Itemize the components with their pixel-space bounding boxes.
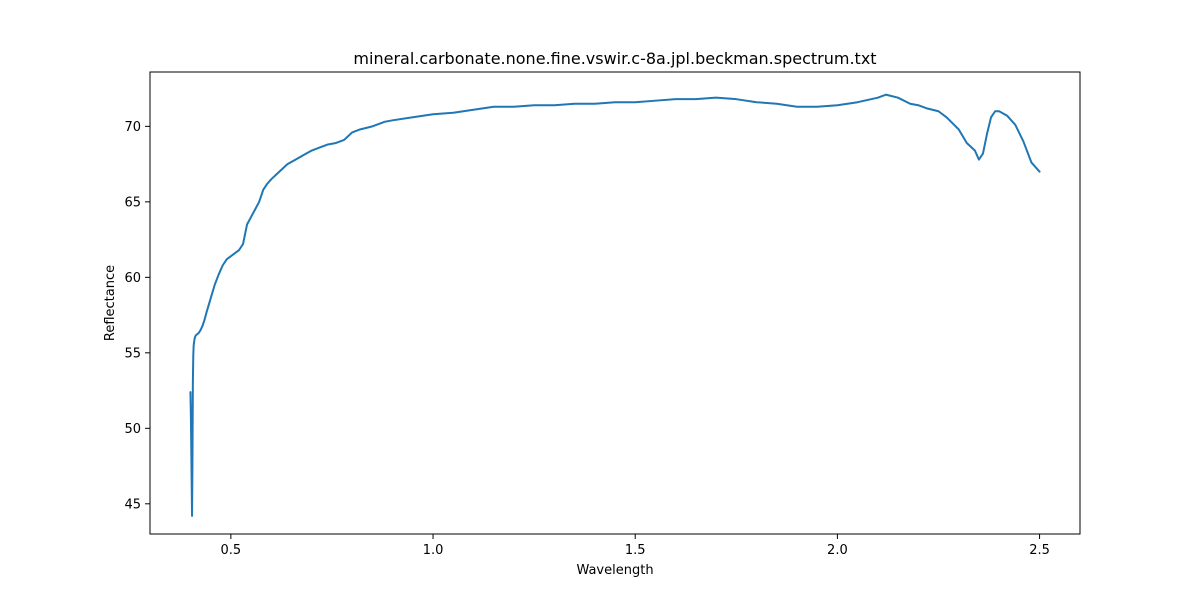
x-tick-label: 0.5 xyxy=(221,543,242,558)
series-layer xyxy=(189,93,1041,517)
y-tick-label: 50 xyxy=(124,422,141,437)
chart-title: mineral.carbonate.none.fine.vswir.c-8a.j… xyxy=(353,49,876,68)
y-axis-label: Reflectance xyxy=(103,265,118,341)
x-tick-label: 1.0 xyxy=(423,543,444,558)
y-axis-ticks: 45 50 55 60 65 70 xyxy=(124,120,150,512)
x-axis-label: Wavelength xyxy=(576,563,653,578)
plot-area-frame xyxy=(149,71,1081,535)
y-tick-label: 60 xyxy=(124,271,141,286)
x-tick-label: 1.5 xyxy=(625,543,646,558)
y-tick-label: 70 xyxy=(124,120,141,135)
spectrum-series-line xyxy=(189,93,1041,517)
x-axis-ticks: 0.5 1.0 1.5 2.0 2.5 xyxy=(221,534,1050,558)
y-tick-label: 45 xyxy=(124,497,141,512)
y-tick-label: 55 xyxy=(124,346,141,361)
y-tick-label: 65 xyxy=(124,195,141,210)
x-tick-label: 2.5 xyxy=(1029,543,1050,558)
x-tick-label: 2.0 xyxy=(827,543,848,558)
